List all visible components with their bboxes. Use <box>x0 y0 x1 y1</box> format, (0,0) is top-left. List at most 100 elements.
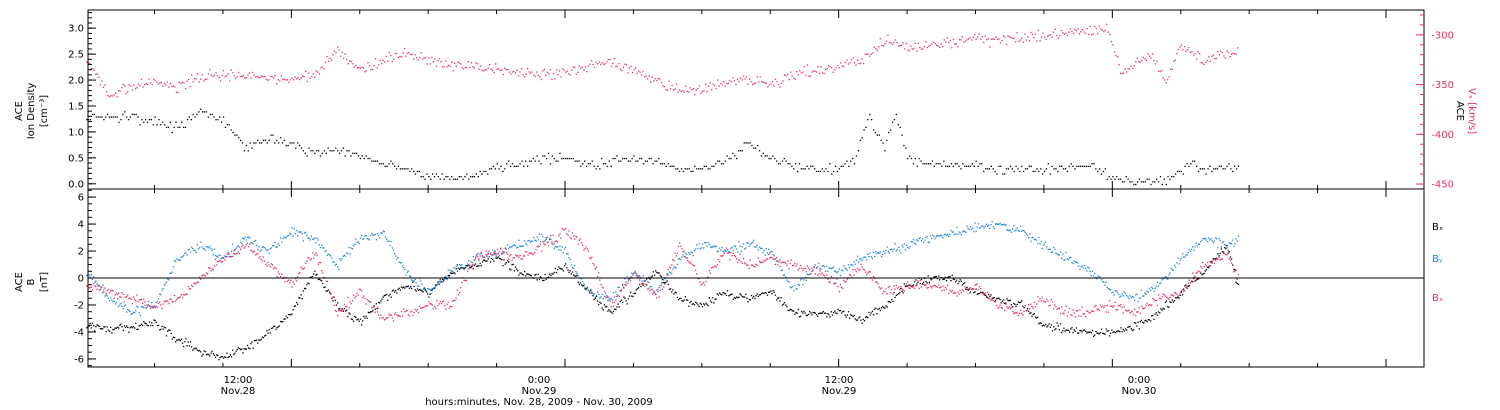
by-point <box>528 239 530 242</box>
bx-point <box>315 274 317 276</box>
density-point <box>1173 176 1175 178</box>
bx-point <box>518 274 520 276</box>
bz-point <box>135 300 137 302</box>
vx-point <box>198 81 200 83</box>
bx-point <box>309 276 311 278</box>
bx-point <box>828 314 830 316</box>
by-point <box>1057 254 1059 256</box>
bx-point <box>804 312 806 314</box>
by-point <box>1160 282 1162 284</box>
vx-point <box>371 68 374 71</box>
density-point <box>614 157 616 160</box>
bx-point <box>827 313 829 315</box>
density-point <box>367 157 369 160</box>
vx-point <box>709 82 711 84</box>
vx-point <box>289 79 292 81</box>
by-point <box>341 258 343 260</box>
bx-point <box>560 268 562 270</box>
vx-point <box>554 78 556 80</box>
by-point <box>332 261 334 263</box>
bz-point <box>340 310 342 312</box>
bz-point <box>766 258 769 260</box>
bz-point <box>984 292 986 294</box>
density-point <box>966 165 968 167</box>
bz-point <box>734 256 737 258</box>
by-point <box>1020 225 1022 227</box>
vx-point <box>926 46 929 49</box>
bz-point <box>786 264 788 266</box>
bz-point <box>1067 311 1070 313</box>
bx-point <box>111 332 113 334</box>
bz-point <box>493 251 495 253</box>
by-point <box>1232 239 1234 241</box>
bz-point <box>1227 250 1229 252</box>
density-point <box>221 121 223 123</box>
density-point <box>158 119 160 121</box>
by-point <box>673 266 675 268</box>
bx-point <box>1200 272 1202 274</box>
bx-point <box>459 268 461 270</box>
bx-point <box>1049 326 1051 328</box>
bz-point <box>184 294 186 296</box>
bx-point <box>1063 327 1065 329</box>
density-point <box>1184 165 1186 167</box>
bx-point <box>287 313 290 316</box>
bx-point <box>1160 308 1162 310</box>
vx-point <box>139 85 141 87</box>
bz-point <box>273 268 275 270</box>
by-point <box>429 288 431 290</box>
density-point <box>597 165 599 167</box>
by-point <box>785 276 787 278</box>
bx-point <box>750 294 753 297</box>
bx-point <box>1185 284 1187 286</box>
bx-point <box>1163 308 1165 310</box>
bz-point <box>552 234 554 236</box>
density-point <box>1038 170 1040 173</box>
bx-point <box>1067 329 1070 331</box>
by-point <box>236 246 238 248</box>
density-point <box>631 157 633 160</box>
bx-point <box>695 301 697 303</box>
by-point <box>216 255 218 257</box>
density-point <box>190 119 192 121</box>
x-tick-time-0: 12:00 <box>224 375 253 386</box>
bz-point <box>652 292 655 294</box>
density-point <box>509 165 512 167</box>
vx-point <box>1074 28 1076 31</box>
bx-point <box>1089 331 1091 333</box>
by-point <box>148 305 151 307</box>
density-point <box>1146 178 1148 180</box>
density-point <box>357 155 360 157</box>
vx-point <box>744 78 746 80</box>
by-point <box>433 286 436 289</box>
vx-point <box>279 80 281 82</box>
by-point <box>539 240 542 243</box>
vx-point <box>969 37 971 39</box>
bx-point <box>284 318 286 320</box>
density-point <box>1097 170 1099 173</box>
density-point <box>1201 168 1203 170</box>
density-point <box>397 165 400 167</box>
bz-point <box>827 278 829 280</box>
by-point <box>1137 301 1139 303</box>
vx-point <box>858 62 860 65</box>
bz-point <box>809 269 811 271</box>
bx-point <box>720 293 722 295</box>
density-point <box>1070 163 1072 165</box>
by-point <box>1113 294 1115 296</box>
by-point <box>695 248 697 250</box>
bx-point <box>581 284 583 286</box>
density-point <box>686 168 688 170</box>
bx-point <box>1095 330 1097 333</box>
density-point <box>217 119 219 121</box>
density-point <box>891 121 894 123</box>
density-point <box>175 121 177 123</box>
vx-point <box>980 38 982 40</box>
density-point <box>853 163 856 165</box>
density-point <box>167 126 170 128</box>
density-point <box>834 165 837 167</box>
bx-point <box>1179 294 1181 296</box>
bz-point <box>395 312 397 314</box>
density-point <box>973 165 975 167</box>
bx-point <box>965 288 967 290</box>
